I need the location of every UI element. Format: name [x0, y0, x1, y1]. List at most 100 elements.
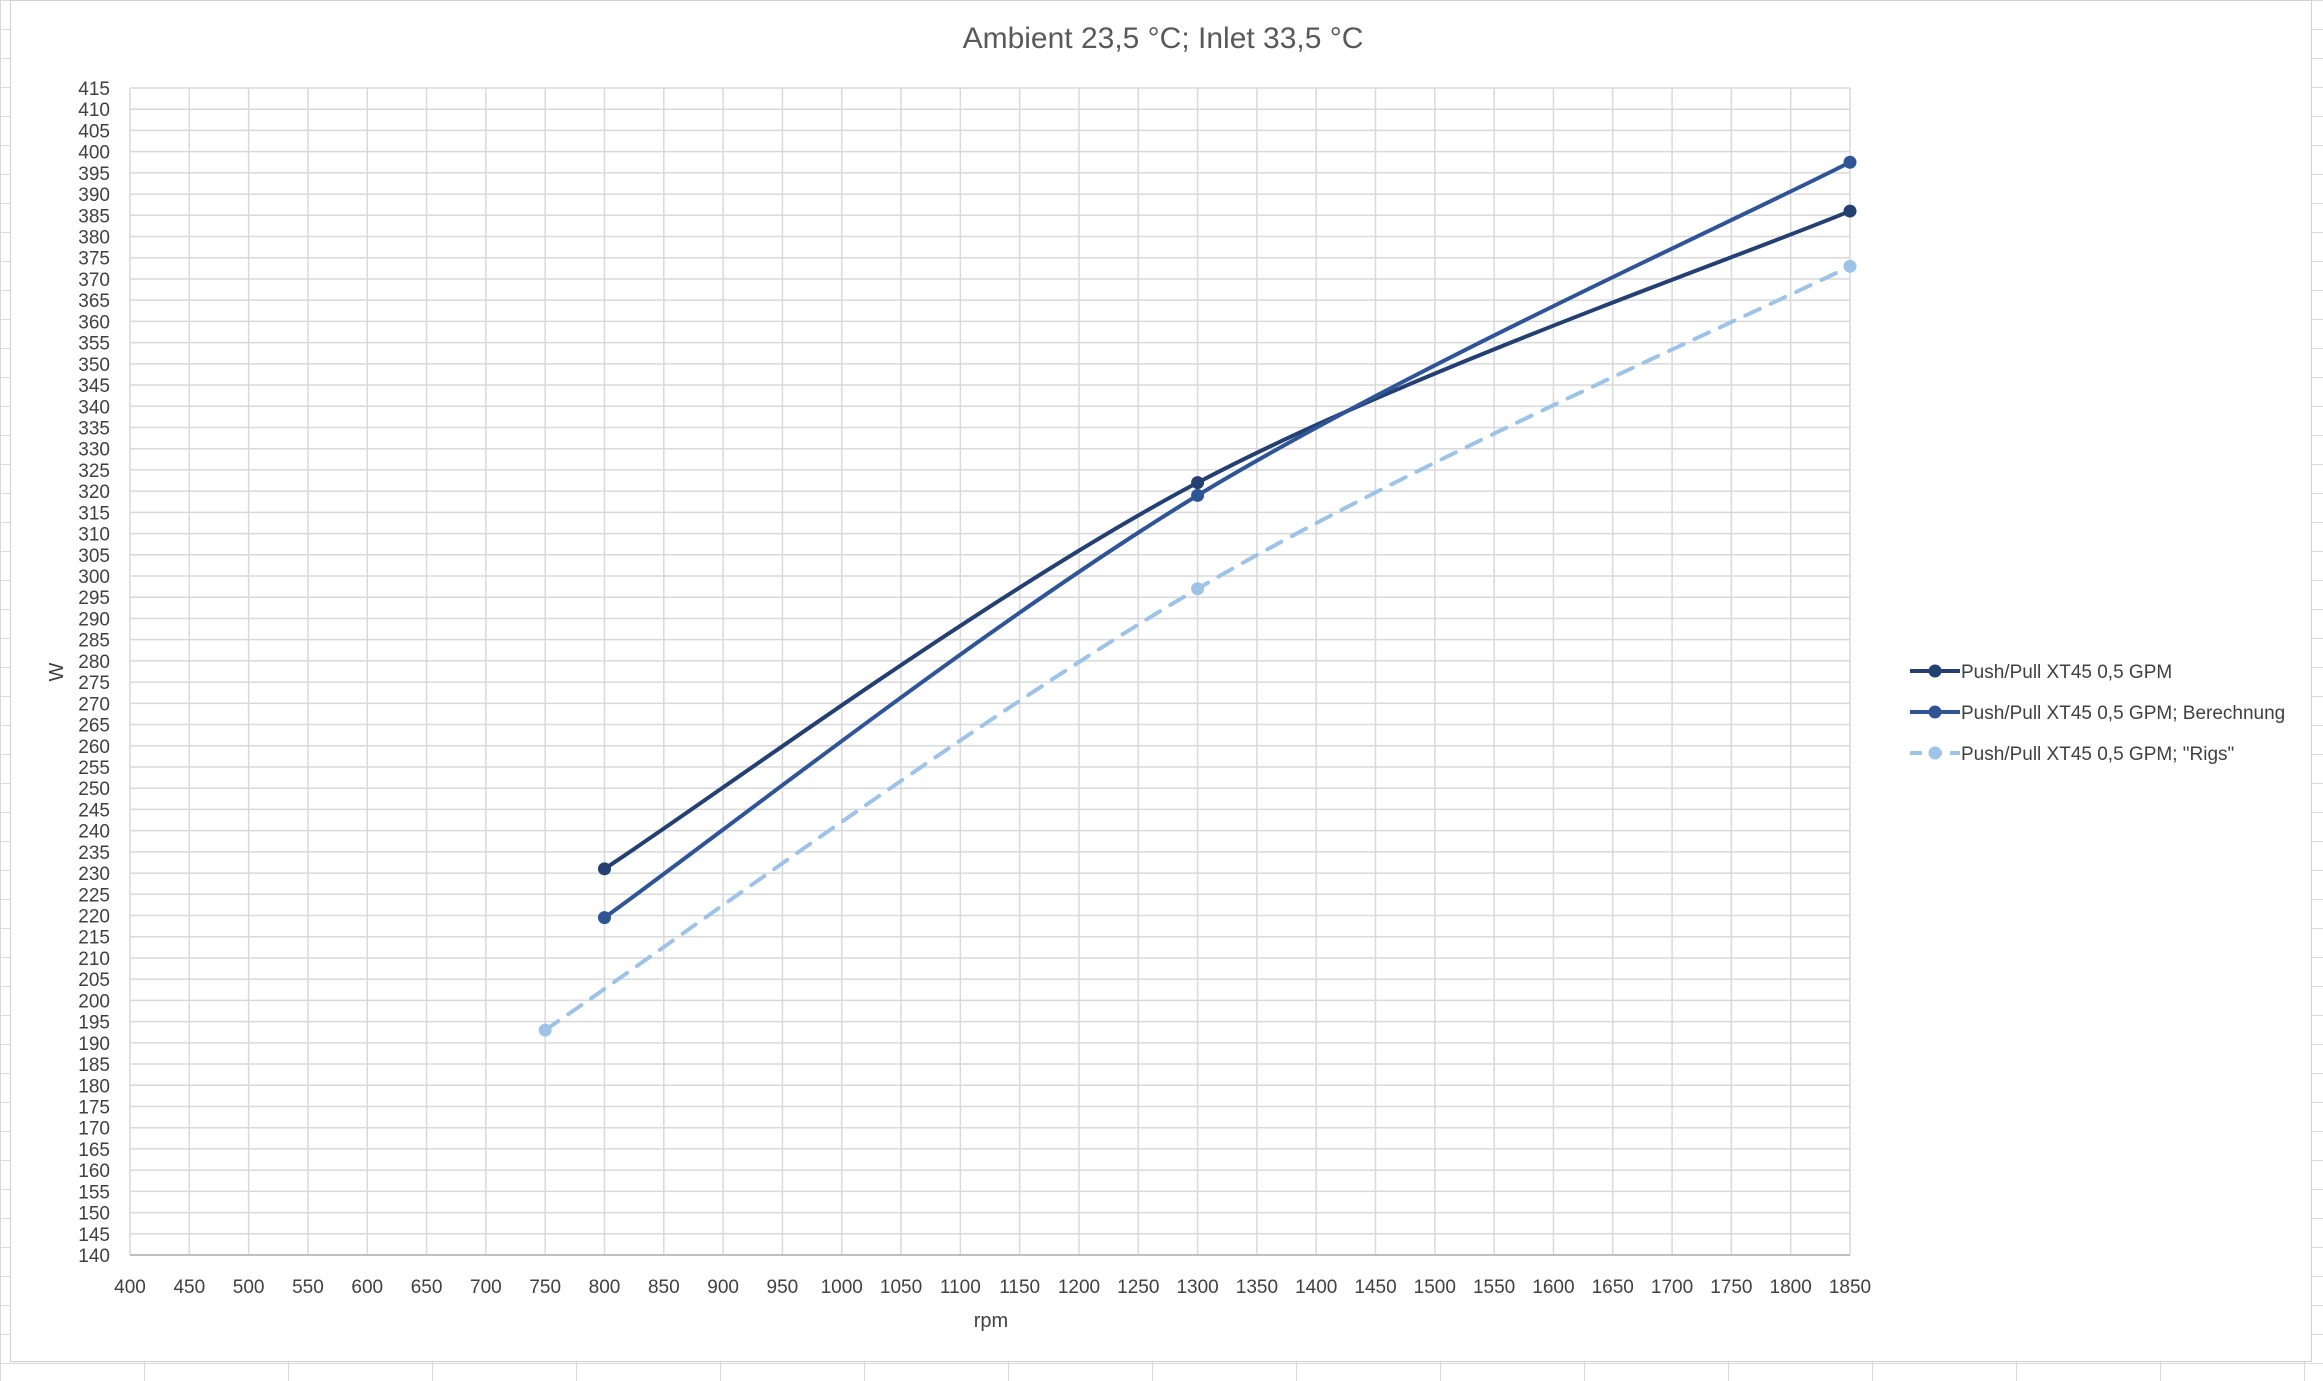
y-tick-label: 280: [78, 652, 110, 673]
x-tick-label: 1600: [1532, 1277, 1574, 1298]
data-point[interactable]: [1843, 259, 1857, 273]
x-tick-label: 1550: [1473, 1277, 1515, 1298]
x-axis-title: rpm: [974, 1310, 1008, 1332]
y-tick-label: 370: [78, 270, 110, 291]
x-tick-label: 400: [114, 1277, 146, 1298]
y-tick-label: 400: [78, 143, 110, 164]
legend-marker: [1928, 746, 1942, 760]
x-tick-label: 450: [173, 1277, 205, 1298]
y-tick-label: 190: [78, 1034, 110, 1055]
series-3: [538, 259, 1857, 1037]
y-tick-label: 350: [78, 355, 110, 376]
x-tick-label: 1750: [1710, 1277, 1752, 1298]
x-tick-label: 550: [292, 1277, 324, 1298]
legend-marker: [1928, 705, 1942, 719]
y-tick-label: 210: [78, 949, 110, 970]
x-tick-label: 1700: [1651, 1277, 1693, 1298]
y-tick-label: 285: [78, 631, 110, 652]
y-tick-label: 345: [78, 376, 110, 397]
x-tick-label: 900: [707, 1277, 739, 1298]
x-tick-label: 1150: [999, 1277, 1040, 1298]
y-tick-label: 180: [78, 1076, 110, 1097]
y-tick-label: 260: [78, 737, 110, 758]
data-point[interactable]: [538, 1023, 552, 1037]
y-tick-label: 150: [78, 1204, 110, 1225]
x-tick-label: 1050: [880, 1277, 922, 1298]
legend-item[interactable]: Push/Pull XT45 0,5 GPM; "Rigs": [1910, 744, 2234, 765]
x-tick-label: 950: [767, 1277, 799, 1298]
x-tick-label: 1350: [1236, 1277, 1278, 1298]
data-point[interactable]: [1191, 488, 1205, 502]
y-tick-label: 225: [78, 885, 110, 906]
legend-label: Push/Pull XT45 0,5 GPM; Berechnung: [1961, 703, 2285, 724]
x-tick-label: 1500: [1414, 1277, 1456, 1298]
y-tick-label: 195: [78, 1013, 110, 1034]
x-tick-label: 1100: [940, 1277, 981, 1298]
legend: Push/Pull XT45 0,5 GPM Push/Pull XT45 0,5…: [1910, 662, 2285, 765]
data-point[interactable]: [597, 911, 611, 925]
x-tick-label: 1250: [1117, 1277, 1159, 1298]
y-tick-label: 300: [78, 567, 110, 588]
series-line[interactable]: [602, 209, 1852, 871]
y-tick-label: 230: [78, 864, 110, 885]
y-tick-label: 165: [78, 1140, 110, 1161]
y-tick-label: 175: [78, 1097, 110, 1118]
y-tick-label: 380: [78, 228, 110, 249]
data-point[interactable]: [1191, 476, 1205, 490]
x-tick-label: 600: [351, 1277, 383, 1298]
x-tick-label: 1850: [1829, 1277, 1871, 1298]
x-tick-label: 1200: [1058, 1277, 1100, 1298]
data-point[interactable]: [1191, 582, 1205, 596]
x-tick-label: 1300: [1176, 1277, 1218, 1298]
y-tick-label: 290: [78, 609, 110, 630]
series-group: [538, 155, 1857, 1037]
y-tick-label: 270: [78, 694, 110, 715]
y-tick-label: 310: [78, 525, 110, 546]
chart-title: Ambient 23,5 °C; Inlet 33,5 °C: [963, 22, 1364, 55]
y-tick-label: 220: [78, 907, 110, 928]
x-tick-labels: 400 450 500 550 600 650 700 750 800 850 900 950 1000…: [114, 1277, 1871, 1298]
x-tick-label: 800: [589, 1277, 621, 1298]
data-point[interactable]: [1843, 155, 1857, 169]
y-tick-label: 140: [78, 1246, 110, 1267]
y-tick-label: 250: [78, 779, 110, 800]
x-tick-label: 850: [648, 1277, 680, 1298]
y-tick-label: 415: [78, 79, 110, 100]
y-tick-label: 145: [78, 1225, 110, 1246]
y-tick-label: 235: [78, 843, 110, 864]
legend-item[interactable]: Push/Pull XT45 0,5 GPM: [1910, 662, 2172, 683]
y-tick-label: 355: [78, 334, 110, 355]
y-tick-label: 245: [78, 800, 110, 821]
y-tick-label: 390: [78, 185, 110, 206]
y-axis-title: W: [46, 662, 68, 681]
series-2: [597, 155, 1857, 925]
x-tick-label: 500: [233, 1277, 265, 1298]
y-tick-label: 265: [78, 716, 110, 737]
data-point[interactable]: [597, 862, 611, 876]
y-tick-label: 305: [78, 546, 110, 567]
x-tick-label: 750: [529, 1277, 561, 1298]
x-tick-label: 700: [470, 1277, 502, 1298]
y-tick-label: 395: [78, 164, 110, 185]
y-tick-label: 385: [78, 206, 110, 227]
y-tick-label: 315: [78, 503, 110, 524]
y-tick-label: 360: [78, 312, 110, 333]
legend-marker: [1928, 664, 1942, 678]
y-tick-label: 340: [78, 397, 110, 418]
y-tick-label: 330: [78, 440, 110, 461]
legend-item[interactable]: Push/Pull XT45 0,5 GPM; Berechnung: [1910, 703, 2285, 724]
x-tick-label: 1000: [821, 1277, 863, 1298]
y-tick-label: 335: [78, 418, 110, 439]
y-tick-label: 410: [78, 100, 110, 121]
data-point[interactable]: [1843, 204, 1857, 218]
y-tick-label: 215: [78, 928, 110, 949]
chart-area[interactable]: [10, 0, 2312, 1362]
y-tick-label: 275: [78, 673, 110, 694]
y-tick-label: 255: [78, 758, 110, 779]
y-tick-label: 375: [78, 249, 110, 270]
series-line[interactable]: [602, 160, 1852, 920]
x-tick-label: 1400: [1295, 1277, 1337, 1298]
y-tick-label: 200: [78, 991, 110, 1012]
y-tick-label: 185: [78, 1055, 110, 1076]
